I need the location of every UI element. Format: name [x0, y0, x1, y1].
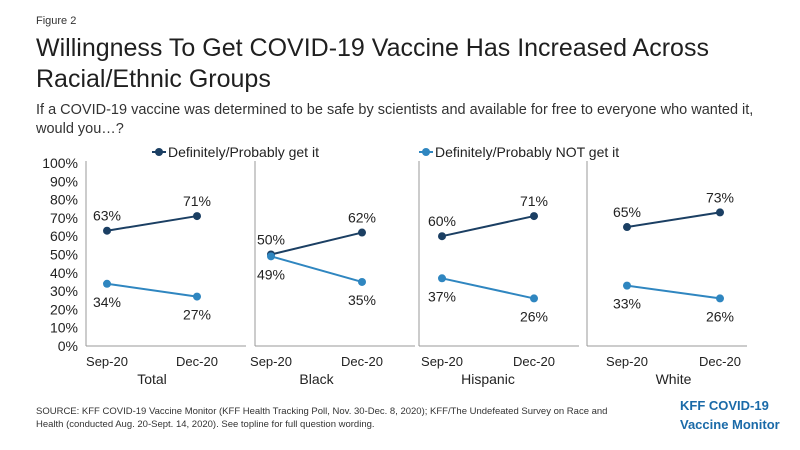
y-tick-label: 30%	[50, 283, 78, 299]
x-tick-label: Sep-20	[421, 354, 463, 369]
series-line	[441, 277, 535, 300]
chart-title: Willingness To Get COVID-19 Vaccine Has …	[36, 34, 709, 93]
data-label: 49%	[257, 266, 285, 282]
group-label: White	[656, 371, 692, 387]
series-line	[626, 284, 721, 300]
legend-label-get-it: Definitely/Probably get it	[168, 144, 319, 160]
data-label: 26%	[706, 308, 734, 324]
x-tick-label: Dec-20	[176, 354, 218, 369]
figure-label: Figure 2	[36, 15, 77, 27]
group-label: Black	[299, 371, 334, 387]
data-label: 34%	[93, 294, 121, 310]
source-note: SOURCE: KFF COVID-19 Vaccine Monitor (KF…	[36, 406, 608, 430]
y-tick-label: 20%	[50, 301, 78, 317]
brand-line-2: Vaccine Monitor	[680, 417, 780, 432]
y-tick-label: 90%	[50, 173, 78, 189]
data-point	[267, 252, 275, 261]
x-tick-label: Dec-20	[341, 354, 383, 369]
data-point	[716, 208, 724, 217]
brand-logo: KFF COVID-19 Vaccine Monitor	[680, 396, 780, 434]
series-line	[441, 215, 535, 238]
data-point	[530, 212, 538, 221]
data-point	[530, 294, 538, 303]
data-label: 37%	[428, 288, 456, 304]
data-point	[623, 281, 631, 290]
data-label: 63%	[93, 208, 121, 224]
legend-label-not-get-it: Definitely/Probably NOT get it	[435, 144, 620, 160]
series-line	[106, 215, 198, 232]
y-tick-label: 10%	[50, 320, 78, 336]
x-tick-label: Sep-20	[606, 354, 648, 369]
data-label: 73%	[706, 189, 734, 205]
y-tick-label: 70%	[50, 210, 78, 226]
data-point	[103, 226, 111, 235]
data-point	[358, 228, 366, 237]
data-point	[623, 223, 631, 232]
brand-line-1: KFF COVID-19	[680, 398, 769, 413]
series-line	[270, 255, 363, 283]
data-label: 33%	[613, 296, 641, 312]
legend: Definitely/Probably get it Definitely/Pr…	[0, 144, 800, 162]
series-line	[626, 211, 721, 229]
data-point	[358, 277, 366, 286]
legend-item-not-get-it: Definitely/Probably NOT get it	[419, 144, 619, 160]
data-point	[438, 232, 446, 241]
data-label: 71%	[520, 193, 548, 209]
data-point	[193, 212, 201, 221]
data-point	[193, 292, 201, 301]
legend-marker-light-icon	[419, 147, 433, 157]
y-tick-label: 60%	[50, 228, 78, 244]
data-label: 71%	[183, 193, 211, 209]
series-line	[270, 231, 363, 256]
chart-subtitle: If a COVID-19 vaccine was determined to …	[36, 102, 754, 137]
data-label: 27%	[183, 307, 211, 323]
y-tick-label: 100%	[42, 155, 78, 171]
legend-marker-dark-icon	[152, 147, 166, 157]
data-label: 62%	[348, 210, 376, 226]
series-line	[106, 282, 198, 298]
x-tick-label: Sep-20	[250, 354, 292, 369]
y-tick-label: 50%	[50, 247, 78, 263]
data-point	[438, 274, 446, 283]
x-tick-label: Dec-20	[513, 354, 555, 369]
data-point	[103, 279, 111, 288]
x-tick-label: Dec-20	[699, 354, 741, 369]
data-label: 26%	[520, 308, 548, 324]
data-label: 35%	[348, 292, 376, 308]
data-point	[716, 294, 724, 303]
legend-item-get-it: Definitely/Probably get it	[152, 144, 319, 160]
group-label: Total	[137, 371, 167, 387]
data-label: 60%	[428, 213, 456, 229]
data-label: 50%	[257, 232, 285, 248]
y-tick-label: 80%	[50, 192, 78, 208]
chart-area: 0% 10% 20% 30% 40% 50% 60% 70% 80% 90% 100% Sep-20 D…	[42, 155, 747, 387]
x-tick-label: Sep-20	[86, 354, 128, 369]
group-label: Hispanic	[461, 371, 515, 387]
data-label: 65%	[613, 204, 641, 220]
y-tick-label: 40%	[50, 265, 78, 281]
y-tick-label: 0%	[58, 338, 78, 354]
